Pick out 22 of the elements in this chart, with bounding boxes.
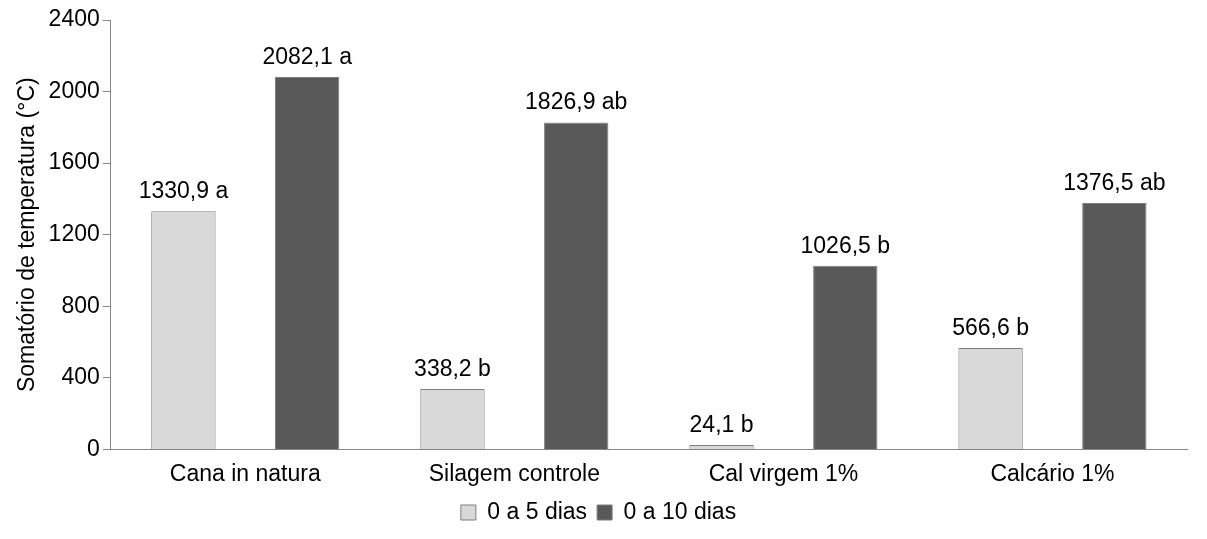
data-label: 24,1 b	[689, 410, 754, 437]
legend-label: 0 a 10 dias	[623, 497, 737, 524]
y-tick-label: 400	[61, 363, 100, 390]
x-tick-label: Silagem controle	[428, 459, 601, 486]
data-label: 1376,5 ab	[1063, 168, 1166, 195]
y-tick-label: 1200	[48, 220, 100, 247]
legend-label: 0 a 5 dias	[487, 497, 588, 524]
x-tick-label: Cana in natura	[169, 459, 321, 486]
x-tick-label: Calcário 1%	[990, 459, 1115, 486]
y-axis-title: Somatório de temperatura (°C)	[13, 77, 40, 393]
data-label: 1330,9 a	[138, 177, 229, 204]
data-label: 1026,5 b	[800, 231, 891, 258]
data-label: 338,2 b	[414, 354, 491, 381]
y-tick-label: 2400	[48, 5, 100, 32]
y-tick-label: 0	[86, 434, 100, 461]
y-tick-label: 1600	[48, 148, 100, 175]
y-tick-label: 2000	[48, 76, 100, 103]
y-tick-label: 800	[61, 291, 100, 318]
data-label: 2082,1 a	[262, 42, 353, 69]
data-label: 1826,9 ab	[525, 88, 628, 115]
data-label: 566,6 b	[952, 313, 1029, 340]
x-tick-label: Cal virgem 1%	[708, 459, 859, 486]
